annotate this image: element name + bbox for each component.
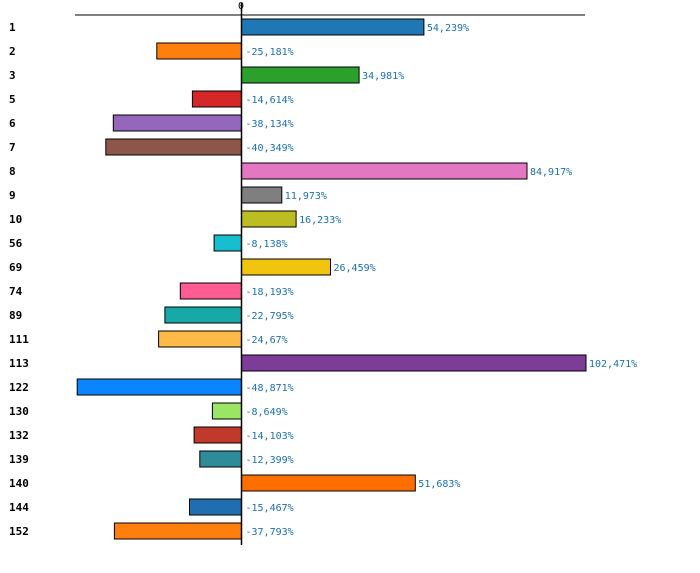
bar-10 — [241, 210, 297, 228]
bar-132 — [193, 426, 243, 444]
value-label-111: -24,67% — [246, 335, 288, 346]
bar-140 — [241, 474, 416, 492]
category-label-140: 140 — [9, 477, 29, 490]
bar-122 — [76, 378, 242, 396]
value-label-152: -37,793% — [246, 527, 294, 538]
value-label-3: 34,981% — [362, 71, 404, 82]
category-label-139: 139 — [9, 453, 29, 466]
bar-113 — [241, 354, 587, 372]
category-label-89: 89 — [9, 309, 22, 322]
category-label-10: 10 — [9, 213, 22, 226]
bar-6 — [112, 114, 242, 132]
category-label-74: 74 — [9, 285, 23, 298]
category-label-69: 69 — [9, 261, 22, 274]
bars-group — [76, 18, 587, 540]
category-label-144: 144 — [9, 501, 29, 514]
bar-7 — [105, 138, 242, 156]
value-label-74: -18,193% — [246, 287, 294, 298]
value-label-1: 54,239% — [427, 23, 469, 34]
category-label-9: 9 — [9, 189, 16, 202]
bar-144 — [189, 498, 242, 516]
bar-111 — [158, 330, 243, 348]
bar-2 — [156, 42, 242, 60]
category-label-130: 130 — [9, 405, 29, 418]
value-label-132: -14,103% — [246, 431, 294, 442]
value-label-89: -22,795% — [246, 311, 294, 322]
value-label-122: -48,871% — [246, 383, 294, 394]
category-label-113: 113 — [9, 357, 29, 370]
category-label-132: 132 — [9, 429, 29, 442]
bar-56 — [213, 234, 243, 252]
bar-139 — [199, 450, 243, 468]
category-label-56: 56 — [9, 237, 23, 250]
value-label-8: 84,917% — [530, 167, 572, 178]
category-label-111: 111 — [9, 333, 29, 346]
value-label-130: -8,649% — [246, 407, 288, 418]
bar-1 — [241, 18, 425, 36]
category-label-6: 6 — [9, 117, 16, 130]
category-label-5: 5 — [9, 93, 16, 106]
bar-9 — [241, 186, 283, 204]
category-label-8: 8 — [9, 165, 16, 178]
category-label-7: 7 — [9, 141, 16, 154]
value-label-144: -15,467% — [246, 503, 294, 514]
value-label-7: -40,349% — [246, 143, 294, 154]
value-label-69: 26,459% — [334, 263, 376, 274]
category-labels-group: 1235678910566974891111131221301321391401… — [9, 21, 29, 538]
category-label-152: 152 — [9, 525, 29, 538]
bar-130 — [211, 402, 242, 420]
bar-8 — [241, 162, 528, 180]
category-label-1: 1 — [9, 21, 16, 34]
value-label-10: 16,233% — [299, 215, 341, 226]
value-label-5: -14,614% — [246, 95, 294, 106]
bar-152 — [113, 522, 242, 540]
value-label-2: -25,181% — [246, 47, 294, 58]
value-label-9: 11,973% — [285, 191, 327, 202]
category-label-122: 122 — [9, 381, 29, 394]
value-label-113: 102,471% — [589, 359, 637, 370]
bar-74 — [179, 282, 243, 300]
value-label-140: 51,683% — [418, 479, 460, 490]
bar-5 — [191, 90, 242, 108]
bar-89 — [164, 306, 242, 324]
category-label-2: 2 — [9, 45, 16, 58]
value-label-139: -12,399% — [246, 455, 294, 466]
value-label-56: -8,138% — [246, 239, 288, 250]
category-label-3: 3 — [9, 69, 16, 82]
bar-3 — [241, 66, 360, 84]
value-labels-group: 54,239% -25,181% 34,981% -14,614% -38,134% -4… — [246, 23, 638, 538]
value-label-6: -38,134% — [246, 119, 294, 130]
bar-69 — [241, 258, 331, 276]
